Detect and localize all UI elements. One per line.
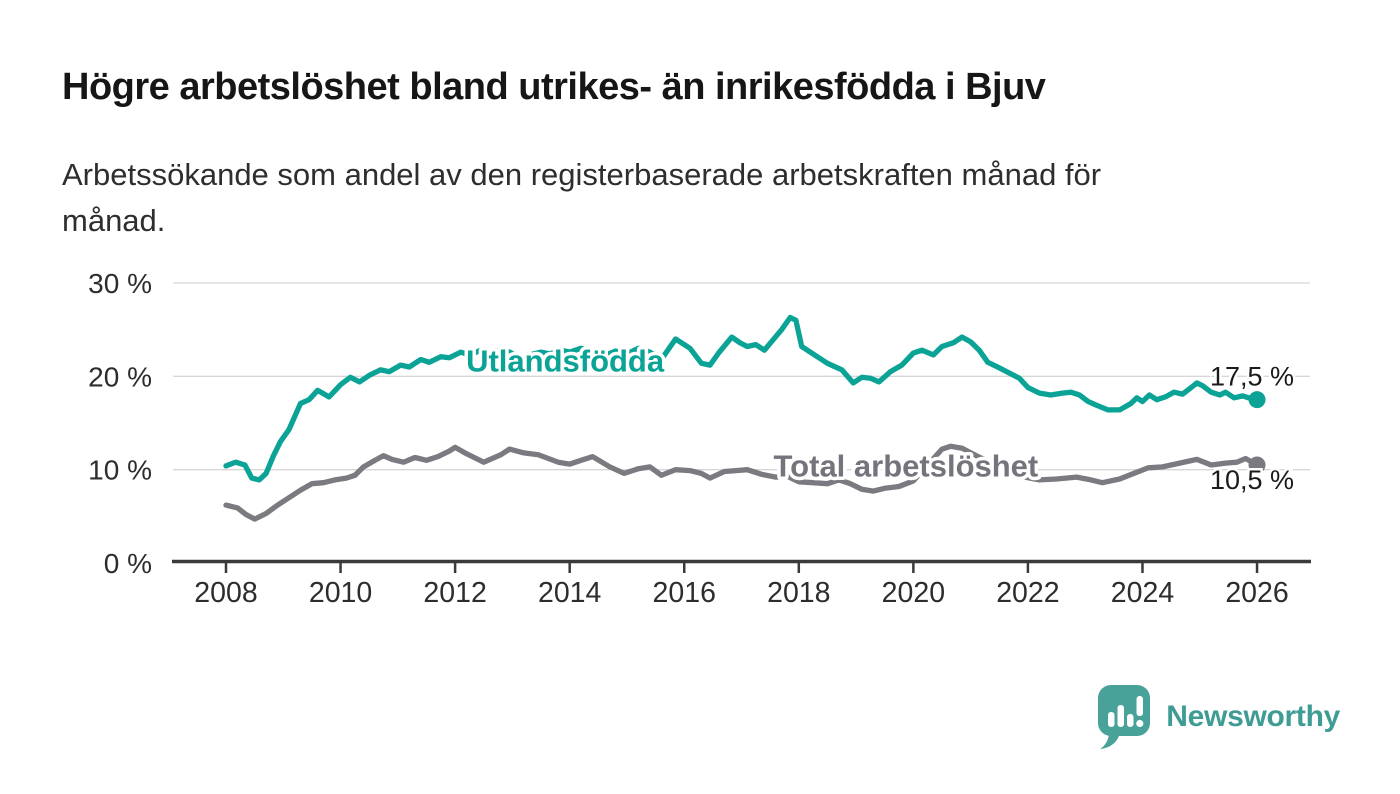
x-tick-label-2012: 2012 (423, 577, 486, 609)
series-inline-label-0: Utlandsfödda (466, 343, 665, 378)
series-end-dot-0 (1248, 391, 1266, 409)
y-tick-label-10: 10 % (88, 455, 152, 486)
y-tick-label-0: 0 % (104, 548, 152, 579)
newsworthy-logo-icon (1098, 685, 1151, 749)
x-tick-label-2020: 2020 (882, 577, 945, 609)
y-tick-label-20: 20 % (88, 361, 152, 392)
series-end-dot-1 (1248, 456, 1266, 474)
x-tick-label-2026: 2026 (1225, 577, 1288, 609)
y-tick-label-30: 30 % (88, 268, 152, 299)
x-tick-label-2008: 2008 (194, 577, 257, 609)
series-inline-label-1: Total arbetslöshet (774, 448, 1039, 483)
series-line-0 (223, 314, 1260, 483)
series-line-1 (223, 443, 1260, 522)
newsworthy-branding: Newsworthy (1097, 684, 1340, 750)
x-tick-label-2024: 2024 (1111, 577, 1175, 609)
page-title: Högre arbetslöshet bland utrikes- än inr… (62, 66, 1046, 108)
subtitle-line-2: månad. (62, 203, 166, 238)
x-tick-label-2010: 2010 (309, 577, 372, 609)
page-subtitle: Arbetssökande som andel av den registerb… (62, 152, 1101, 244)
series-end-label-0: 17,5 % (1210, 362, 1294, 392)
x-tick-label-2016: 2016 (653, 577, 716, 609)
x-tick-label-2014: 2014 (538, 577, 602, 609)
series-end-label-1: 10,5 % (1210, 465, 1294, 495)
x-tick-label-2018: 2018 (767, 577, 830, 609)
x-tick-label-2022: 2022 (996, 577, 1059, 609)
newsworthy-logo-text: Newsworthy (1166, 700, 1340, 733)
subtitle-line-1: Arbetssökande som andel av den registerb… (62, 157, 1102, 192)
